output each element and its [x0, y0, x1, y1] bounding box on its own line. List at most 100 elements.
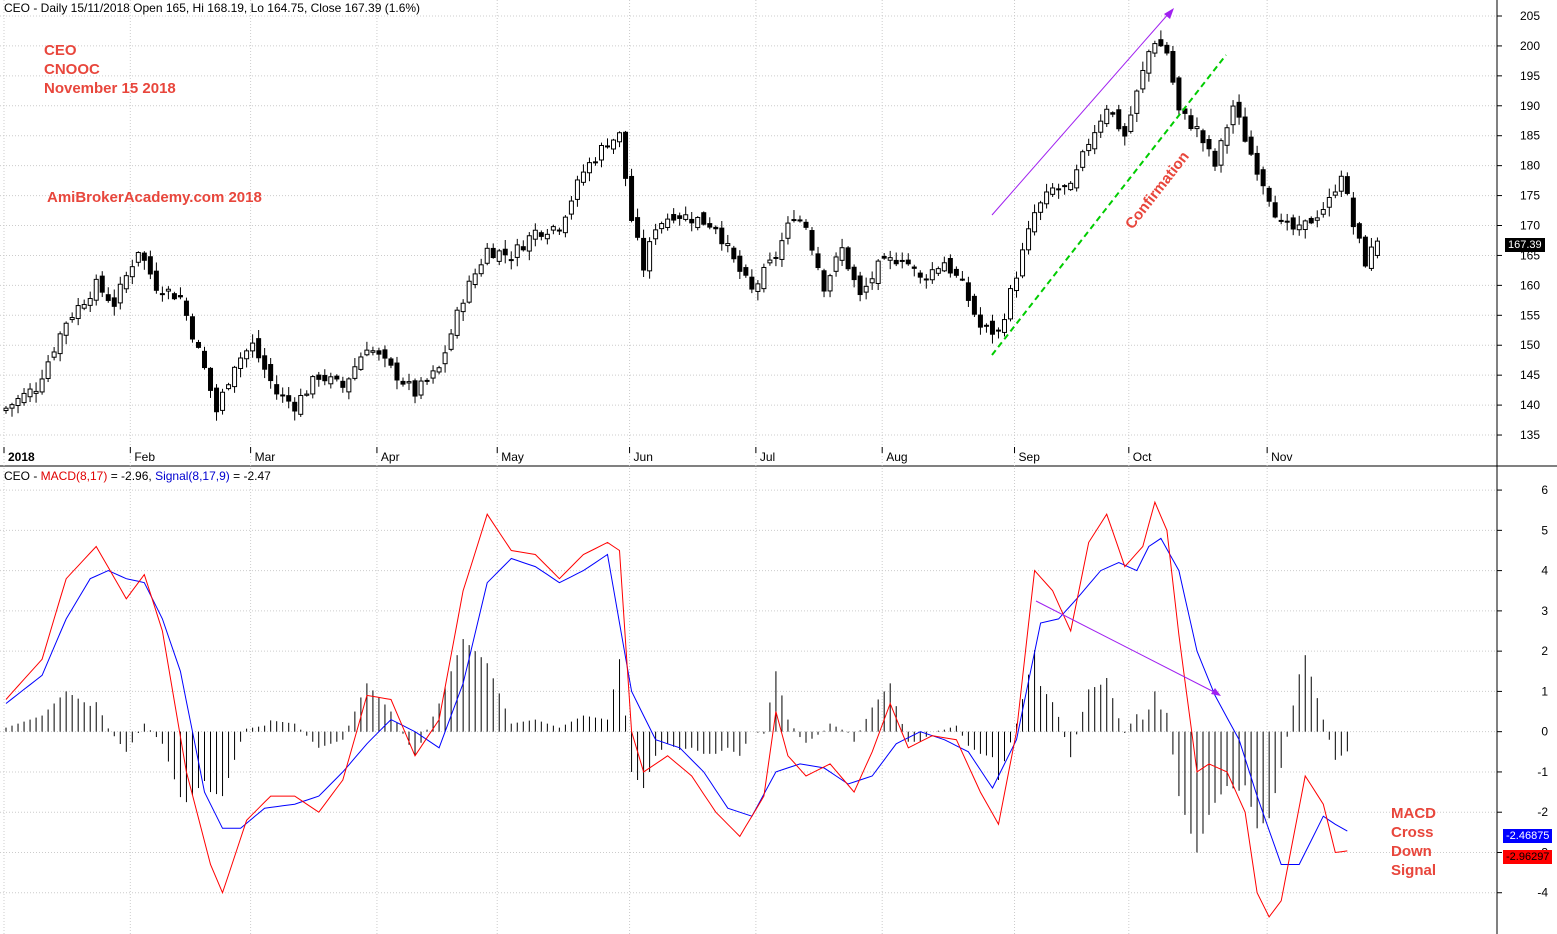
candle-body	[550, 226, 556, 231]
candle-body	[111, 297, 117, 307]
candle-body	[93, 278, 99, 301]
candle-body	[99, 275, 105, 293]
candle-body	[1074, 169, 1080, 189]
candle-body	[1146, 51, 1152, 74]
candle-body	[21, 392, 27, 404]
candle-body	[153, 270, 159, 291]
candle-body	[1374, 240, 1380, 256]
candle-body	[1014, 277, 1020, 292]
month-label: Aug	[886, 450, 907, 464]
candle-body	[719, 227, 725, 245]
candle-body	[63, 322, 69, 336]
candle-body	[611, 139, 617, 150]
candle-body	[623, 131, 629, 179]
candle-body	[436, 367, 442, 373]
candle-body	[424, 379, 430, 382]
candle-body	[971, 295, 977, 315]
candle-body	[929, 269, 935, 281]
candle-body	[785, 222, 791, 239]
watermark: AmiBrokerAcademy.com 2018	[47, 189, 262, 206]
candle-body	[400, 380, 406, 385]
candle-body	[250, 342, 256, 352]
candle-body	[725, 243, 731, 247]
macd-tick-label: 1	[1541, 684, 1548, 698]
candle-body	[340, 380, 346, 388]
candle-body	[791, 219, 797, 222]
month-label: 2018	[8, 450, 35, 464]
macd-note-line-2: Cross	[1391, 824, 1434, 841]
candle-body	[1122, 126, 1128, 137]
price-tick-label: 160	[1520, 278, 1540, 292]
candle-body	[713, 226, 719, 230]
candle-body	[1098, 120, 1104, 133]
candle-body	[460, 302, 466, 313]
trend-arrow	[991, 11, 1171, 216]
candle-body	[827, 275, 833, 292]
candle-body	[195, 341, 201, 348]
candle-body	[665, 218, 671, 228]
candle-body	[105, 294, 111, 301]
candle-body	[941, 262, 947, 272]
candle-body	[1368, 246, 1374, 269]
candle-body	[556, 229, 562, 232]
candle-body	[851, 266, 857, 281]
candle-body	[809, 230, 815, 251]
candle-body	[244, 350, 250, 360]
candle-body	[917, 272, 923, 278]
candle-body	[304, 393, 310, 396]
candle-body	[1248, 136, 1254, 155]
macd-cross-note: MACD Cross Down Signal	[1391, 804, 1436, 880]
macd-header: CEO - MACD(8,17) = -2.96, Signal(8,17,9)…	[4, 469, 271, 483]
month-label: Sep	[1019, 450, 1041, 464]
candle-body	[977, 314, 983, 328]
candle-body	[845, 247, 851, 270]
candle-body	[165, 288, 171, 292]
close-price-tag: 167.39	[1505, 238, 1545, 252]
candle-body	[1344, 176, 1350, 194]
date-line: November 15 2018	[44, 80, 176, 97]
candle-body	[1020, 249, 1026, 277]
candle-body	[286, 395, 292, 402]
candle-body	[1224, 127, 1230, 146]
candle-body	[412, 380, 418, 397]
candle-body	[274, 384, 280, 395]
candle-body	[1188, 115, 1194, 130]
candle-body	[779, 240, 785, 260]
price-tick-label: 180	[1520, 159, 1540, 173]
candle-body	[983, 324, 989, 327]
candle-body	[1350, 197, 1356, 228]
candle-body	[689, 218, 695, 224]
candle-body	[334, 375, 340, 380]
candle-body	[1170, 51, 1176, 83]
candle-body	[472, 273, 478, 286]
macd-tick-label: 6	[1541, 483, 1548, 497]
candle-body	[502, 248, 508, 256]
candle-body	[959, 278, 965, 281]
candle-body	[496, 250, 502, 262]
candle-body	[544, 233, 550, 240]
candle-body	[1008, 288, 1014, 320]
macd-tick-label: 3	[1541, 604, 1548, 618]
candle-body	[995, 329, 1001, 332]
candle-body	[1200, 130, 1206, 144]
candle-body	[9, 404, 15, 409]
price-tick-label: 155	[1520, 308, 1540, 322]
candle-body	[635, 217, 641, 238]
candle-body	[881, 255, 887, 259]
candle-body	[358, 356, 364, 370]
candle-body	[183, 300, 189, 316]
candle-body	[33, 390, 39, 394]
macd-tick-label: 2	[1541, 644, 1548, 658]
candle-body	[1284, 220, 1290, 223]
candle-body	[659, 223, 665, 230]
signal-header-name: Signal(8,17,9)	[155, 469, 230, 483]
candle-body	[857, 275, 863, 296]
candle-body	[647, 241, 653, 272]
candle-body	[562, 216, 568, 234]
candle-body	[1158, 39, 1164, 47]
candle-body	[677, 215, 683, 219]
macd-header-value: = -2.96,	[107, 469, 156, 483]
candle-body	[863, 285, 869, 293]
candle-body	[262, 355, 268, 370]
candle-body	[617, 132, 623, 143]
